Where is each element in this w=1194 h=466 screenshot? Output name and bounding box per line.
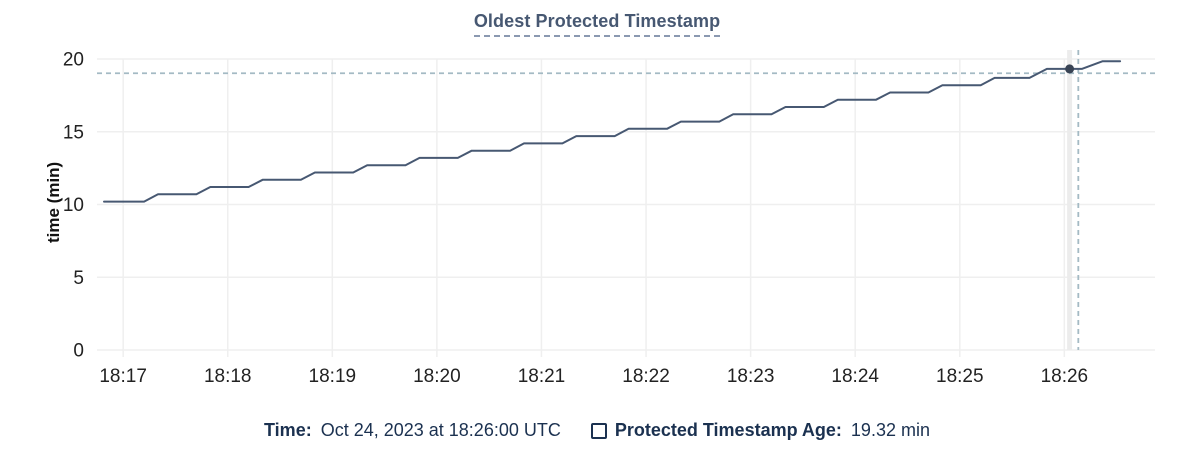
y-tick-label: 20	[63, 50, 84, 71]
cursor-point-dot	[1065, 64, 1075, 74]
x-tick-label: 18:20	[413, 366, 461, 387]
x-tick-label: 18:21	[518, 366, 566, 387]
x-tick-label: 18:22	[622, 366, 670, 387]
time-value: Oct 24, 2023 at 18:26:00 UTC	[320, 420, 561, 440]
series-line	[103, 60, 1122, 203]
chart-title[interactable]: Oldest Protected Timestamp	[473, 11, 721, 37]
x-tick-label: 18:19	[309, 366, 357, 387]
y-tick-label: 15	[63, 122, 84, 143]
y-tick-label: 0	[73, 341, 84, 362]
time-label: Time:	[264, 420, 312, 440]
chart-header: Oldest Protected Timestamp	[0, 11, 1194, 37]
series-label: Protected Timestamp Age:	[614, 420, 842, 440]
x-tick-label: 18:17	[99, 366, 147, 387]
x-tick-label: 18:23	[727, 366, 775, 387]
legend-bar: Time: Oct 24, 2023 at 18:26:00 UTC Prote…	[0, 420, 1194, 441]
series-value: 19.32 min	[850, 420, 930, 440]
y-tick-label: 5	[73, 268, 84, 289]
x-tick-label: 18:26	[1041, 366, 1089, 387]
x-tick-label: 18:24	[831, 366, 879, 387]
x-tick-label: 18:18	[204, 366, 252, 387]
series-checkbox-icon[interactable]	[590, 422, 607, 439]
cursor-column-highlight	[1067, 50, 1073, 350]
x-tick-label: 18:25	[936, 366, 984, 387]
y-tick-label: 10	[63, 195, 84, 216]
